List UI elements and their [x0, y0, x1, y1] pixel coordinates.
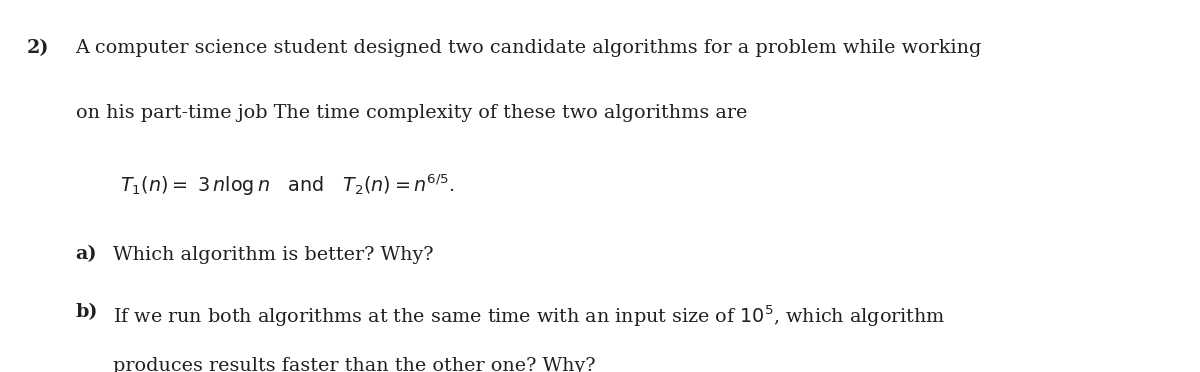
Text: 2): 2) [26, 39, 49, 57]
Text: a): a) [76, 246, 97, 263]
Text: Which algorithm is better? Why?: Which algorithm is better? Why? [113, 246, 433, 263]
Text: $T_1(n) = \ 3\,n\log n\quad\mathrm{and}\quad T_2(n) = n^{6/5}$.: $T_1(n) = \ 3\,n\log n\quad\mathrm{and}\… [120, 173, 455, 199]
Text: on his part-time job The time complexity of these two algorithms are: on his part-time job The time complexity… [76, 104, 746, 122]
Text: produces results faster than the other one? Why?: produces results faster than the other o… [113, 357, 595, 372]
Text: A computer science student designed two candidate algorithms for a problem while: A computer science student designed two … [76, 39, 982, 57]
Text: If we run both algorithms at the same time with an input size of $10^5$, which a: If we run both algorithms at the same ti… [113, 303, 946, 329]
Text: b): b) [76, 303, 98, 321]
